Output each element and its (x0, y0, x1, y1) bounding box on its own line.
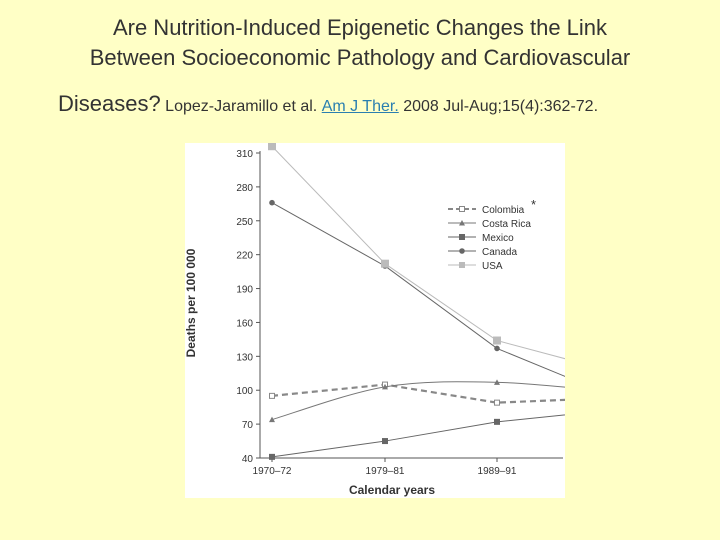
legend-label-mexico: Mexico (482, 233, 514, 244)
mexico-line (271, 414, 565, 458)
usa-series (268, 143, 565, 360)
colombia-data-point (494, 399, 500, 406)
legend-colombia-data-point (459, 206, 465, 212)
legend-label-canada: Canada (482, 247, 517, 258)
colombia-series (269, 381, 565, 406)
y-tick-label: 190 (236, 285, 253, 296)
y-tick-label: 310 (236, 149, 253, 160)
legend-label-costa-rica: Costa Rica (482, 219, 531, 230)
x-tick-label: 1989–91 (478, 466, 517, 477)
canada-line (271, 202, 565, 377)
chart-annotation-asterisk: * (531, 197, 536, 212)
legend-label-colombia: Colombia (482, 205, 525, 216)
citation-details: 2008 Jul-Aug;15(4):362-72. (403, 98, 599, 115)
usa-data-point (381, 259, 389, 268)
x-tick-label: 1979–81 (366, 466, 405, 477)
slide-title-line-3: Diseases? Lopez-Jaramillo et al. Am J Th… (58, 90, 598, 121)
costa-rica-data-point (382, 383, 388, 390)
mexico-data-point (269, 453, 275, 460)
legend-costa-rica-data-point (459, 220, 465, 226)
canada-data-point (269, 199, 275, 206)
y-tick-label: 160 (236, 318, 253, 329)
colombia-line (271, 383, 565, 404)
slide-title-line-2: Between Socioeconomic Pathology and Card… (89, 45, 631, 70)
y-tick-label: 100 (236, 386, 253, 397)
chart-panel: 40 70 100 130 160 190 220 250 280 310 1970–72 1979–… (185, 143, 565, 498)
costa-rica-line (271, 381, 565, 421)
y-tick-label: 250 (236, 217, 253, 228)
y-tick-label: 70 (242, 420, 254, 431)
chart-legend: Colombia Costa Rica Mexico Canada USA (448, 205, 531, 272)
mexico-data-point (494, 418, 500, 425)
usa-data-point (493, 336, 501, 345)
colombia-data-point (269, 392, 275, 399)
mexico-series (269, 414, 565, 460)
slide-title-line-1: Are Nutrition-Induced Epigenetic Changes… (112, 15, 608, 40)
citation-authors: Lopez-Jaramillo et al. (165, 98, 318, 115)
legend-usa-data-point (459, 262, 465, 268)
citation-journal-link[interactable]: Am J Ther. (321, 98, 399, 115)
costa-rica-data-point (494, 379, 500, 385)
line-chart: 40 70 100 130 160 190 220 250 280 310 1970–72 1979–… (185, 143, 565, 497)
usa-data-point (268, 143, 276, 151)
costa-rica-series (269, 379, 565, 423)
usa-line (271, 145, 565, 360)
legend-mexico-data-point (459, 234, 465, 240)
x-axis-label: Calendar years (349, 483, 435, 497)
mexico-data-point (382, 438, 388, 445)
legend-canada-data-point (459, 248, 465, 254)
legend-label-usa: USA (482, 261, 503, 272)
slide-title-question: Diseases? (58, 91, 161, 116)
canada-data-point (494, 345, 500, 352)
y-tick-label: 220 (236, 251, 253, 262)
x-tick-label: 1970–72 (253, 466, 292, 477)
y-tick-label: 280 (236, 183, 253, 194)
y-axis-label: Deaths per 100 000 (185, 248, 198, 357)
y-tick-label: 40 (242, 454, 254, 465)
costa-rica-data-point (269, 416, 275, 423)
y-tick-label: 130 (236, 352, 253, 363)
